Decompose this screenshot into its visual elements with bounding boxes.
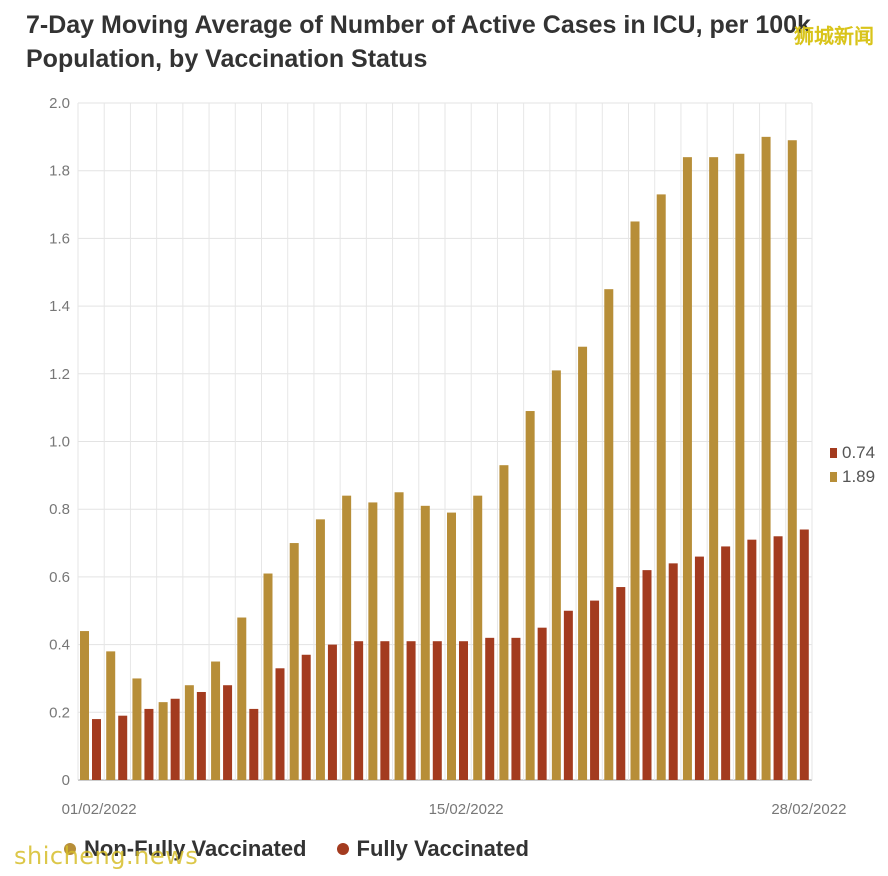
legend-item-non-fully[interactable]: Non-Fully Vaccinated: [64, 836, 307, 862]
bar-fully: [511, 637, 521, 780]
bar-fully: [799, 529, 809, 780]
bar-fully: [380, 641, 390, 780]
bar-fully: [642, 570, 652, 780]
x-tick-label: 28/02/2022: [771, 801, 846, 818]
bar-fully: [118, 715, 128, 780]
legend-dot-fully: [336, 843, 349, 855]
end-label-non-fully-swatch: [830, 472, 837, 482]
bar-fully: [432, 641, 442, 780]
bar-non-fully: [420, 505, 430, 780]
legend-dot-non-fully: [64, 843, 76, 855]
bar-fully: [485, 637, 495, 780]
bar-non-fully: [499, 465, 509, 780]
bar-non-fully: [447, 512, 456, 780]
bar-non-fully: [604, 289, 614, 780]
chart-title-line-1: 7-Day Moving Average of Number of Active…: [26, 11, 811, 39]
bar-non-fully: [237, 617, 247, 780]
bar-fully: [92, 719, 101, 780]
legend-label-fully: Fully Vaccinated: [356, 836, 529, 861]
bar-non-fully: [630, 221, 640, 781]
y-tick-label: 1.8: [49, 163, 70, 180]
end-label-fully-swatch: [830, 448, 837, 458]
bar-fully: [196, 691, 206, 780]
y-tick-label: 0.4: [49, 637, 70, 654]
watermark-url-bottom: shicheng.news: [14, 842, 199, 870]
bar-fully: [249, 708, 259, 780]
bar-fully: [275, 668, 285, 780]
bar-fully: [170, 698, 180, 780]
y-tick-label: 1.2: [49, 366, 70, 383]
y-tick-label: 0.2: [49, 704, 70, 721]
bar-non-fully: [158, 702, 168, 780]
y-tick-label: 1.6: [49, 230, 70, 247]
bar-non-fully: [106, 651, 116, 780]
bar-non-fully: [289, 543, 299, 780]
x-tick-label: 15/02/2022: [429, 801, 504, 818]
bar-non-fully: [578, 346, 588, 780]
bar-fully: [144, 708, 154, 780]
bar-fully: [354, 641, 364, 780]
y-tick-label: 1.4: [49, 298, 70, 315]
bar-non-fully: [80, 631, 89, 780]
bar-fully: [590, 600, 600, 780]
chart-title-line-2: Population, by Vaccination Status: [26, 45, 428, 73]
bar-non-fully: [394, 492, 404, 780]
bar-fully: [721, 546, 731, 780]
bar-non-fully: [735, 153, 745, 780]
bar-fully: [406, 641, 416, 780]
bar-fully: [668, 563, 678, 780]
x-tick-label: 01/02/2022: [62, 801, 137, 818]
y-tick-label: 0.6: [49, 569, 70, 586]
chart-title: 7-Day Moving Average of Number of Active…: [26, 8, 886, 76]
bar-fully: [223, 685, 233, 780]
y-tick-label: 0.8: [49, 501, 70, 518]
bar-fully: [459, 641, 468, 780]
y-tick-label: 0: [62, 772, 70, 789]
bar-non-fully: [132, 678, 142, 780]
y-tick-label: 2.0: [49, 95, 70, 112]
bar-non-fully: [263, 573, 273, 780]
end-label-fully: 0.74: [842, 443, 875, 462]
legend: Non-Fully Vaccinated Fully Vaccinated: [64, 836, 529, 862]
bar-non-fully: [787, 140, 797, 781]
bar-fully: [327, 644, 337, 780]
y-tick-label: 1.0: [49, 434, 70, 451]
bar-non-fully: [315, 519, 325, 780]
bar-non-fully: [342, 495, 352, 780]
legend-item-fully[interactable]: Fully Vaccinated: [336, 836, 529, 862]
watermark-logo-top: 狮城新闻: [794, 24, 874, 48]
bar-non-fully: [368, 502, 378, 780]
bar-fully: [301, 654, 311, 780]
bar-non-fully: [656, 194, 666, 780]
bar-fully: [563, 610, 573, 780]
bar-non-fully: [184, 685, 194, 780]
bar-fully: [537, 627, 547, 780]
end-label-non-fully: 1.89: [842, 467, 875, 486]
bar-non-fully: [709, 157, 719, 780]
bar-non-fully: [682, 157, 692, 780]
bar-non-fully: [211, 661, 221, 780]
bar-non-fully: [473, 495, 483, 780]
bar-non-fully: [761, 136, 771, 781]
bar-fully: [616, 587, 626, 780]
legend-label-non-fully: Non-Fully Vaccinated: [84, 836, 307, 861]
bar-non-fully: [551, 370, 561, 780]
bar-fully: [747, 539, 757, 780]
bar-fully: [773, 536, 783, 780]
bar-non-fully: [525, 411, 535, 780]
bar-fully: [694, 556, 704, 780]
